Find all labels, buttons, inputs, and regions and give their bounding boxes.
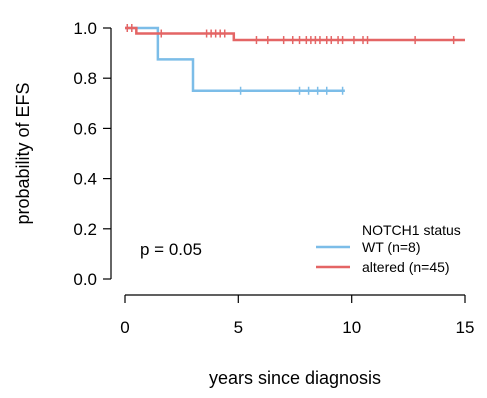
survival-curves bbox=[125, 24, 465, 95]
y-tick-label-3: 0.6 bbox=[73, 119, 97, 138]
x-axis-title: years since diagnosis bbox=[209, 368, 381, 388]
y-tick-label-5: 1.0 bbox=[73, 19, 97, 38]
legend-label-wt: WT (n=8) bbox=[362, 239, 420, 255]
legend: NOTCH1 status WT (n=8) altered (n=45) bbox=[316, 222, 461, 275]
y-axis: 0.0 0.2 0.4 0.6 0.8 1.0 probability of E… bbox=[13, 19, 112, 289]
x-tick-label-1: 5 bbox=[234, 318, 243, 337]
curve-series-0 bbox=[125, 26, 345, 92]
y-axis-title: probability of EFS bbox=[13, 82, 33, 224]
legend-title: NOTCH1 status bbox=[362, 222, 461, 238]
y-tick-label-0: 0.0 bbox=[73, 270, 97, 289]
y-tick-label-2: 0.4 bbox=[73, 170, 97, 189]
x-tick-label-3: 15 bbox=[456, 318, 475, 337]
x-tick-label-2: 10 bbox=[342, 318, 361, 337]
p-value-annotation: p = 0.05 bbox=[140, 240, 202, 259]
legend-label-altered: altered (n=45) bbox=[362, 259, 450, 275]
y-tick-label-4: 0.8 bbox=[73, 69, 97, 88]
x-tick-label-0: 0 bbox=[120, 318, 129, 337]
x-axis: 0 5 10 15 years since diagnosis bbox=[120, 294, 475, 388]
curve-series-1 bbox=[125, 26, 465, 42]
y-tick-label-1: 0.2 bbox=[73, 220, 97, 239]
